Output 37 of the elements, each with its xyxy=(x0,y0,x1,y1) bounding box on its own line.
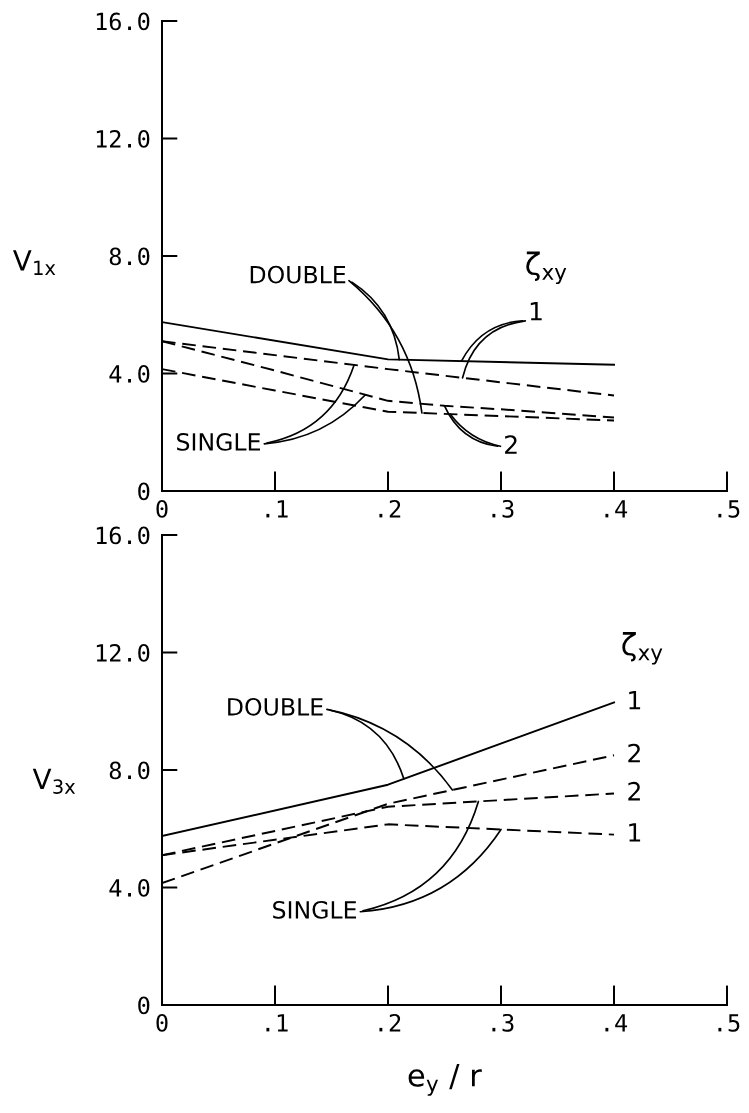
y-tick-label: 8.0 xyxy=(109,761,150,780)
y-tick-label: 12.0 xyxy=(96,130,150,148)
annotation: ζ$_{xy}$ xyxy=(622,631,663,665)
x-tick-label: .2 xyxy=(379,1013,401,1032)
annotation: 2 xyxy=(505,435,517,454)
x-tick-label: .2 xyxy=(379,499,401,518)
x-tick-label: .5 xyxy=(718,1014,740,1032)
x-tick-label: .1 xyxy=(266,500,288,518)
annotation: 1 xyxy=(629,691,641,710)
x-tick-label: .4 xyxy=(605,1014,628,1032)
y-tick-label: 4.0 xyxy=(109,879,150,897)
y-axis-title: V$_{3x}$ xyxy=(32,768,76,794)
annotation: ζ$_{xy}$ xyxy=(526,251,567,285)
annotation: 1 xyxy=(629,823,641,842)
y-tick-label: 12.0 xyxy=(96,644,150,662)
annotation: 1 xyxy=(530,302,542,321)
y-axis-title: V$_{1x}$ xyxy=(13,250,56,275)
annotation: DOUBLE xyxy=(250,265,346,284)
x-tick-label: .3 xyxy=(492,1013,514,1032)
annotation: SINGLE xyxy=(177,432,260,451)
y-tick-label: 0 xyxy=(138,996,150,1015)
annotation: DOUBLE xyxy=(228,697,323,716)
x-tick-label: .1 xyxy=(266,1014,288,1032)
x-tick-label: .4 xyxy=(605,500,628,518)
x-tick-label: .5 xyxy=(718,500,740,518)
x-tick-label: .3 xyxy=(492,499,514,518)
y-tick-label: 16.0 xyxy=(96,526,150,545)
x-axis-title: e$_{y}$ / r xyxy=(408,1064,482,1096)
annotation: 2 xyxy=(628,781,640,801)
y-tick-label: 4.0 xyxy=(109,365,150,383)
x-tick-label: 0 xyxy=(156,1013,168,1032)
annotation: 2 xyxy=(628,743,640,763)
annotation: SINGLE xyxy=(273,900,357,919)
y-tick-label: 0 xyxy=(138,482,150,501)
y-tick-label: 8.0 xyxy=(109,247,150,266)
y-tick-label: 16.0 xyxy=(96,12,150,31)
x-tick-label: 0 xyxy=(156,499,168,518)
